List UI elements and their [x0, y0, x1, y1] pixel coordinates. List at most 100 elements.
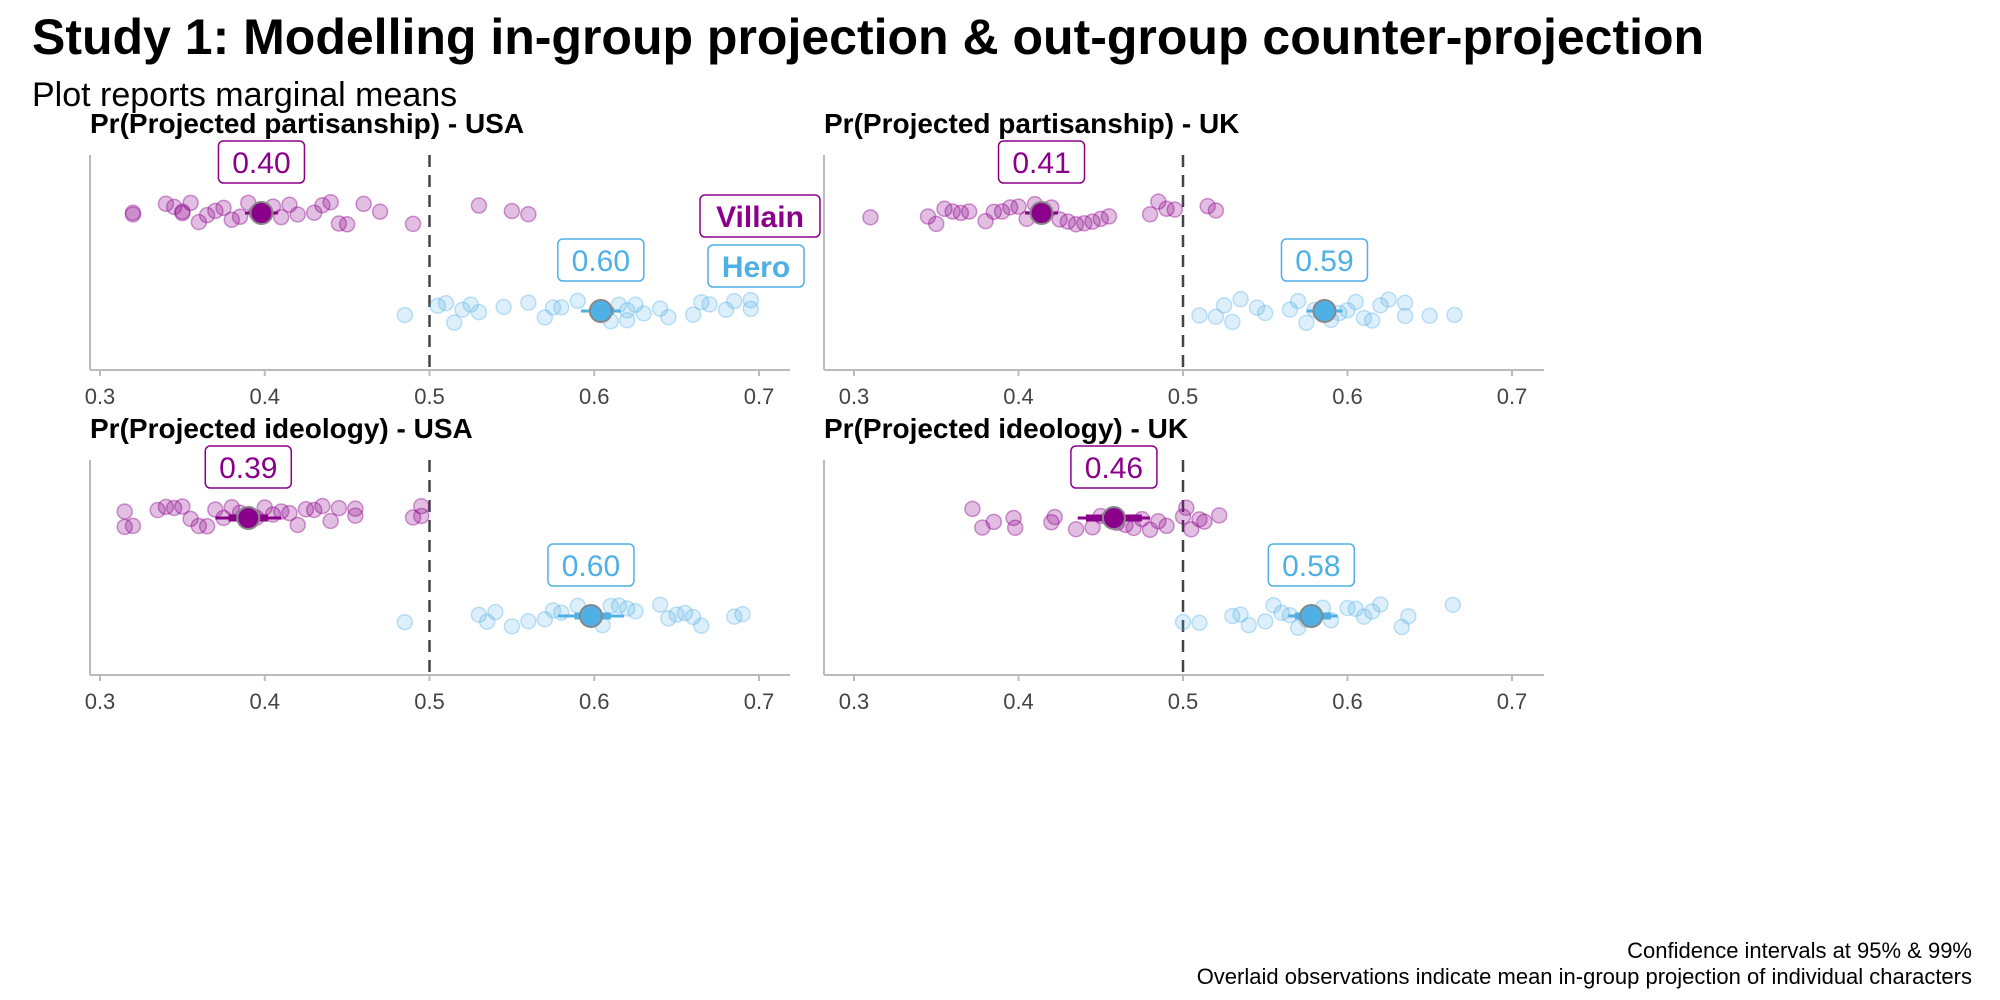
- observation-point: [1444, 596, 1462, 614]
- observation-point: [165, 499, 183, 517]
- observation-point: [322, 193, 339, 211]
- x-tick-label: 0.3: [839, 384, 870, 409]
- panel-3: Pr(Projected ideology) - USA 0.3 0.4 0.5 0.6…: [85, 413, 790, 714]
- panel-title: Pr(Projected partisanship) - USA: [90, 108, 524, 139]
- observation-point: [1059, 213, 1077, 230]
- observation-point: [544, 602, 562, 619]
- observation-point: [1182, 521, 1200, 538]
- observation-point: [660, 610, 677, 627]
- observation-point: [1265, 596, 1282, 614]
- observation-point: [742, 300, 760, 318]
- observation-point: [553, 299, 570, 316]
- observation-point: [1224, 313, 1241, 331]
- observation-point: [668, 606, 685, 623]
- observation-point: [977, 212, 994, 230]
- observation-point: [330, 215, 348, 232]
- panel-title: Pr(Projected ideology) - USA: [90, 413, 473, 444]
- x-tick-label: 0.4: [1003, 689, 1034, 714]
- legend-box-villain: [699, 194, 821, 238]
- observation-point: [627, 296, 644, 313]
- observation-point: [487, 603, 504, 621]
- observation-point: [520, 612, 537, 630]
- chart-title: Study 1: Modelling in-group projection &…: [32, 9, 1705, 65]
- observation-point: [1174, 508, 1192, 525]
- observation-point: [1289, 619, 1307, 637]
- observation-point: [157, 195, 175, 213]
- x-tick-label: 0.4: [249, 689, 280, 714]
- observation-point: [157, 498, 175, 516]
- observation-point: [660, 308, 677, 326]
- observation-point: [470, 303, 488, 321]
- observation-point: [985, 203, 1003, 221]
- observation-point: [1092, 210, 1109, 228]
- mean-label-box: [557, 238, 645, 282]
- observation-point: [124, 204, 142, 222]
- observation-point: [1158, 200, 1175, 218]
- observation-point: [404, 509, 422, 526]
- observation-point: [1191, 614, 1208, 632]
- observation-point: [928, 215, 945, 233]
- mean-label: 0.46: [1085, 452, 1143, 485]
- observation-point: [1051, 211, 1068, 228]
- observation-point: [1207, 202, 1225, 219]
- mean-point: [1029, 201, 1054, 225]
- observation-point: [936, 200, 953, 218]
- observation-point: [174, 203, 191, 220]
- observation-point: [314, 497, 331, 515]
- observation-point: [198, 517, 216, 535]
- mean-point: [236, 506, 261, 530]
- observation-point: [1240, 616, 1258, 634]
- observation-point: [985, 513, 1003, 531]
- observation-point: [281, 504, 298, 522]
- mean-label-box: [217, 140, 306, 184]
- observation-point: [1232, 290, 1249, 308]
- observation-point: [1067, 215, 1085, 233]
- observation-point: [1347, 600, 1364, 618]
- observation-point: [174, 498, 191, 515]
- observation-point: [1178, 499, 1195, 517]
- observation-point: [1084, 213, 1101, 230]
- mean-point: [249, 201, 274, 225]
- observation-point: [413, 497, 430, 515]
- mean-label: 0.60: [572, 245, 630, 278]
- observation-point: [1196, 513, 1213, 530]
- observation-point: [1191, 511, 1208, 528]
- observation-point: [952, 204, 970, 222]
- observation-point: [520, 294, 537, 311]
- x-tick-label: 0.5: [414, 384, 445, 409]
- observation-point: [1273, 604, 1290, 622]
- observation-point: [726, 292, 743, 310]
- observation-point: [618, 600, 636, 617]
- observation-point: [1446, 306, 1463, 324]
- observation-point: [1166, 201, 1184, 218]
- x-tick-label: 0.4: [1003, 384, 1034, 409]
- observation-point: [1393, 618, 1411, 636]
- observation-point: [1400, 608, 1417, 625]
- observation-point: [974, 519, 991, 536]
- observation-point: [1150, 193, 1167, 210]
- mean-label-box: [547, 543, 635, 587]
- panel-1: Pr(Projected partisanship) - USA 0.3 0.4 0.…: [85, 108, 821, 409]
- observation-point: [1067, 520, 1085, 538]
- x-tick-label: 0.6: [579, 384, 610, 409]
- observation-point: [1281, 301, 1299, 318]
- observation-point: [610, 597, 628, 614]
- observation-point: [1002, 199, 1019, 216]
- x-tick-label: 0.7: [1497, 689, 1528, 714]
- observation-point: [1396, 307, 1414, 325]
- x-tick-label: 0.7: [744, 384, 775, 409]
- observation-point: [338, 216, 356, 233]
- observation-point: [305, 204, 323, 221]
- observation-point: [445, 314, 463, 331]
- observation-point: [1158, 517, 1175, 535]
- observation-point: [964, 500, 981, 518]
- observation-point: [1396, 294, 1414, 311]
- observation-point: [1257, 613, 1274, 630]
- observation-point: [462, 296, 479, 313]
- observation-point: [355, 195, 372, 213]
- observation-point: [693, 617, 710, 634]
- caption-ci: Confidence intervals at 95% & 99%: [1627, 938, 1972, 963]
- observation-point: [1006, 519, 1024, 537]
- observation-point: [165, 198, 183, 216]
